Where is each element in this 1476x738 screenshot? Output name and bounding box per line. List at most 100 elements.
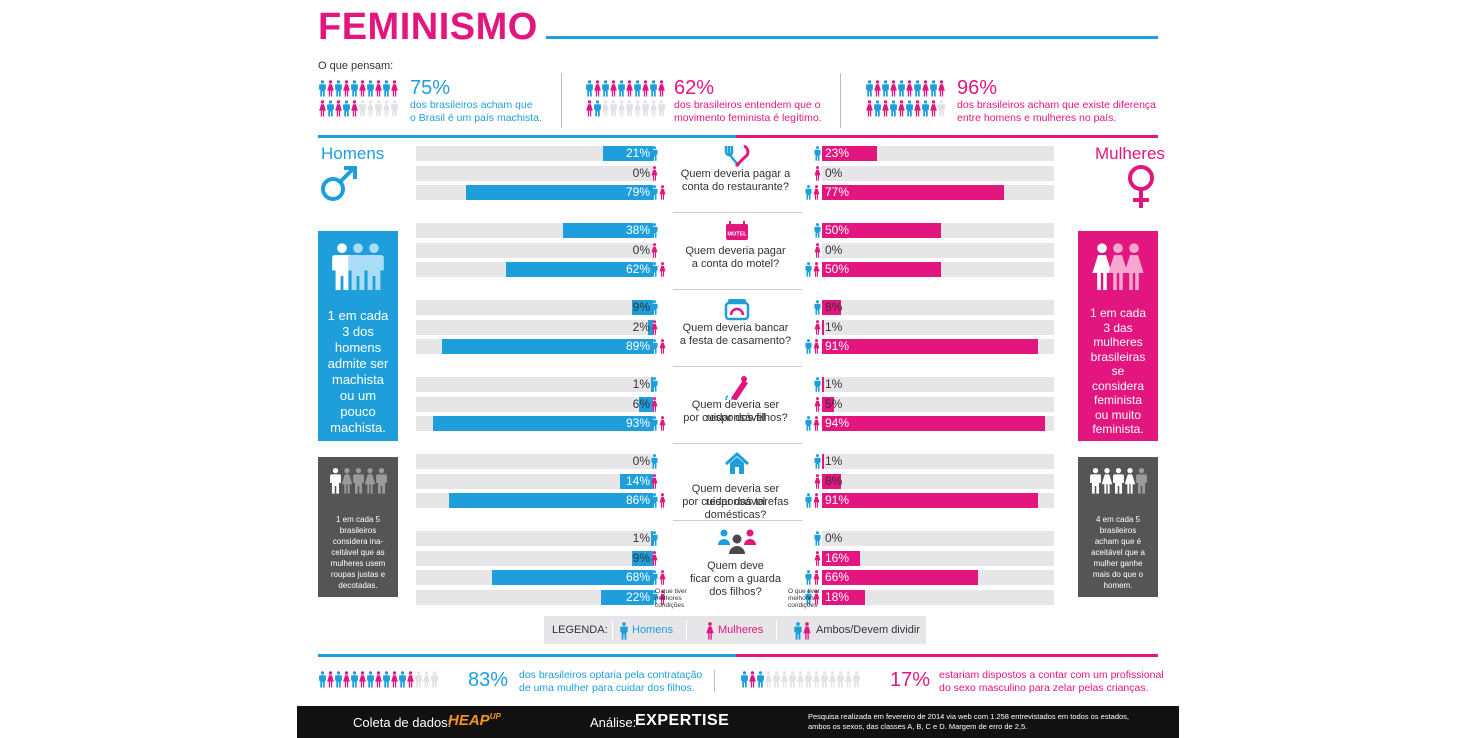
female-symbol-icon [1128,165,1154,208]
man-icon [383,671,390,688]
bar-track [822,146,1054,161]
men-bar-label: 86% [625,493,650,508]
panel-text-line: brasileiros [1099,526,1137,535]
women-bar-label: 50% [825,223,850,237]
men-bar-label: 0% [632,454,650,468]
women-bar [822,146,877,161]
question-text: por cuidar dos filhos? [683,412,788,424]
panel-text-line: feminista [1093,393,1143,407]
page-title: FEMINISMO [318,6,538,48]
bar-track [822,396,1054,412]
panel-text-line: 1 em cada 5 [335,515,381,524]
bar-track [822,550,1054,566]
woman-icon [845,671,852,688]
stat-text: de uma mulher para cuidar dos filhos. [519,682,695,694]
note-line: melhores [655,595,682,602]
man-icon [814,531,821,546]
men-bar [603,146,653,161]
women-bar-label: 94% [825,416,850,431]
bar-track [416,396,653,412]
man-icon [814,223,821,238]
panel-text-line: feminista. [1092,422,1144,436]
women-bar [822,262,941,278]
question-text: Quem deveria pagar [685,245,786,257]
panel-text-line: 3 das [1103,320,1133,335]
panel-text-line: machista [331,372,385,387]
bar-track [822,377,1054,392]
best-conditions-note: O que tiver melhores condições [655,588,687,609]
man-icon [651,300,658,315]
panel-text-line: machista. [330,420,386,435]
women-bar [822,416,1045,432]
man-icon [814,300,821,315]
panel-text-line: ou muito [1094,407,1142,422]
panel-text-line: considera [1091,378,1145,393]
panel-text-line: 1 em cada [1089,306,1147,320]
men-bar [449,493,653,509]
women-label: Mulheres [1095,144,1165,163]
women-bar-label: 0% [825,531,843,545]
bar-track [822,531,1054,546]
woman-icon [814,396,821,412]
bar-track [416,377,653,392]
men-bar-label: 1% [632,531,650,545]
bar-track [822,473,1054,489]
question-text: domésticas? [704,509,767,521]
man-icon [431,671,438,688]
panel-text-line: roupas justas e [330,570,386,579]
men-bar-label: 93% [625,416,650,431]
women-bar-label: 1% [825,454,843,468]
question-text: a conta do motel? [691,258,780,270]
question-text: Quem deveria ser responsável [691,483,780,508]
bar-track [822,319,1054,335]
stat-text: movimento feminista é legítimo. [674,112,822,124]
man-icon [814,146,821,161]
man-icon [741,671,748,688]
stat-text: dos brasileiros acham que existe diferen… [957,99,1157,111]
woman-icon [749,671,756,688]
question-text: a festa de casamento? [679,335,792,347]
panel-text-line: pouco [340,404,376,419]
men-bar-label: 62% [625,262,650,277]
stat-percent: 17% [890,669,931,691]
man-icon [651,223,658,238]
women-bar-label: 8% [825,473,843,488]
women-panel: 1 em cada 3 das mulheres brasileiras se consi… [1078,231,1158,441]
man-icon [319,671,326,688]
stat-percent: 83% [468,669,509,691]
panel-text-line: 3 dos [342,324,374,339]
man-icon [757,671,764,688]
data-collection-label: Coleta de dados: [353,715,452,730]
panel-text-line: ou um [339,388,377,403]
bar-track [822,300,1054,315]
woman-icon [706,622,714,640]
panel-text-line: mulher ganhe [1093,559,1143,568]
panel-text-line: 1 em cada [327,308,389,323]
legend-item-men: Homens [632,624,673,636]
panel-text-line: brasileiras [1090,349,1146,364]
baby-bottle-icon [725,376,748,400]
woman-icon [651,473,658,489]
women-bar-label: 91% [825,339,850,354]
question-text: por cuidar das tarefas [682,496,789,508]
note-line: condições [655,602,685,609]
panel-text-line: admite ser [327,356,389,371]
divider [561,73,562,128]
men-bar [562,223,653,238]
women-bar-label: 1% [825,377,843,391]
bar-track [416,319,653,335]
women-bar [822,570,979,586]
footer: Coleta de dados: HEAPUP Análise: EXPERTI… [297,706,1179,738]
man-icon [620,622,628,640]
bar-track [822,242,1054,258]
women-bar [822,319,825,335]
bar-track [416,146,653,161]
women-bar-label: 16% [825,550,850,565]
women-bar-label: 77% [825,185,850,200]
heapup-logo: HEAPUP [448,712,501,729]
bar-track [416,473,653,489]
men-bar [432,416,653,432]
man-icon [651,454,658,469]
footer-note-line: Pesquisa realizada em fevereiro de 2014 … [808,712,1130,721]
